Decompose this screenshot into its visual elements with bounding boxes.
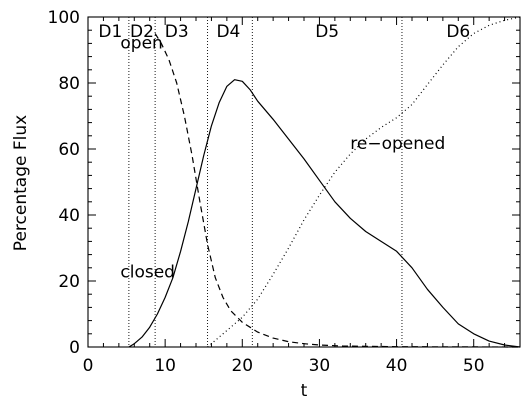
axis-ticks bbox=[87, 16, 521, 348]
series-label: open bbox=[120, 33, 162, 53]
phase-label: D6 bbox=[446, 22, 470, 42]
data-series bbox=[128, 16, 521, 348]
phase-label: D5 bbox=[315, 22, 339, 42]
axis-tick-labels: 0 10 20 30 40 50 0 20 40 60 80 100 bbox=[48, 8, 485, 376]
plot-frame bbox=[87, 16, 521, 348]
phase-label: D1 bbox=[98, 22, 122, 42]
x-axis-label: t bbox=[301, 381, 308, 401]
phase-label: D3 bbox=[165, 22, 189, 42]
phase-labels: D1 D2 D3 D4 D5 D6 bbox=[98, 22, 470, 42]
series-line-open bbox=[154, 33, 521, 348]
series-line-closed bbox=[128, 79, 521, 348]
x-tick-label: 0 bbox=[83, 356, 94, 376]
x-tick-label: 20 bbox=[231, 356, 253, 376]
plot-border bbox=[87, 16, 521, 348]
y-tick-label: 100 bbox=[48, 8, 80, 28]
y-tick-label: 40 bbox=[58, 206, 80, 226]
phase-label: D4 bbox=[216, 22, 240, 42]
y-axis-label: Percentage Flux bbox=[11, 115, 31, 251]
series-label: re−opened bbox=[350, 134, 445, 154]
phase-boundaries bbox=[128, 17, 403, 347]
y-tick-label: 0 bbox=[69, 338, 80, 358]
series-labels: open closed re−opened bbox=[120, 33, 445, 282]
y-tick-label: 60 bbox=[58, 140, 80, 160]
x-tick-label: 40 bbox=[386, 356, 408, 376]
x-tick-label: 10 bbox=[154, 356, 176, 376]
series-line-reopened bbox=[207, 16, 521, 348]
y-tick-label: 80 bbox=[58, 74, 80, 94]
x-tick-label: 30 bbox=[309, 356, 331, 376]
series-label: closed bbox=[120, 263, 175, 283]
x-tick-label: 50 bbox=[463, 356, 485, 376]
phase-label: D2 bbox=[130, 22, 154, 42]
y-tick-label: 20 bbox=[58, 272, 80, 292]
